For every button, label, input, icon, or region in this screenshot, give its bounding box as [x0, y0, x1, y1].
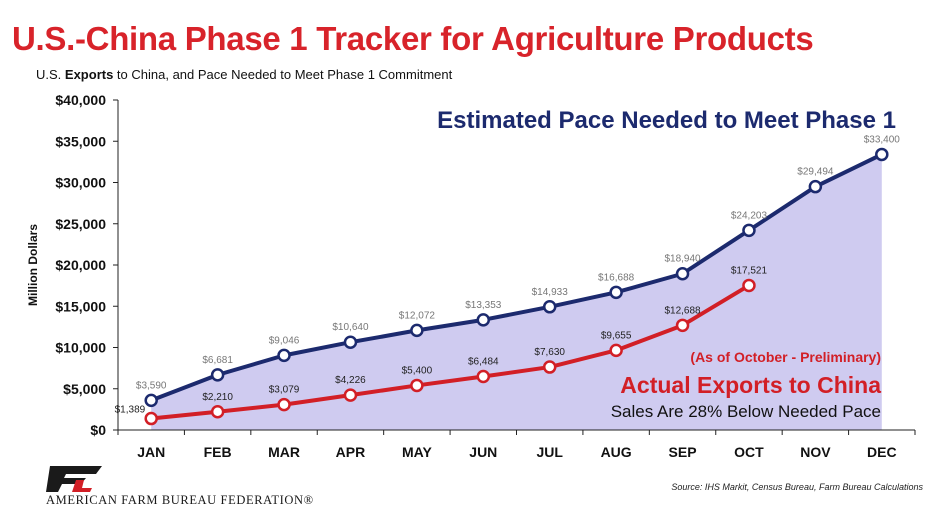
pace-point	[277, 348, 291, 363]
actual-point	[210, 405, 225, 419]
pace-data-label: $13,353	[465, 300, 502, 311]
actual-data-label: $2,210	[202, 392, 233, 403]
actual-data-label: $1,389	[115, 405, 146, 416]
actual-point	[144, 411, 158, 426]
actual-data-label: $12,688	[664, 305, 701, 316]
y-tick-label: $10,000	[55, 340, 106, 356]
y-tick-label: $0	[90, 422, 106, 438]
pace-data-label: $18,940	[664, 254, 701, 265]
pace-point	[609, 285, 623, 300]
actual-point	[609, 343, 623, 358]
subtitle-bold: Exports	[64, 67, 114, 82]
x-tick-label: FEB	[204, 444, 232, 460]
actual-data-label: $3,079	[269, 385, 300, 396]
y-tick-label: $25,000	[55, 216, 106, 232]
x-tick-label: OCT	[734, 444, 764, 460]
y-tick-label: $35,000	[55, 133, 106, 149]
pace-point	[410, 323, 424, 338]
pace-point	[675, 266, 690, 281]
actual-data-label: $17,521	[731, 265, 768, 276]
x-tick-label: APR	[336, 444, 366, 460]
line-layer	[144, 147, 889, 426]
pace-data-label: $6,681	[202, 355, 233, 366]
area-layer	[151, 154, 882, 430]
pace-point	[875, 147, 889, 162]
x-tick-label: AUG	[601, 444, 632, 460]
y-tick-label: $20,000	[55, 257, 106, 273]
y-tick-label: $30,000	[55, 175, 106, 191]
pace-point	[343, 335, 358, 349]
axis-layer: $0 $5,000 $10,000 $15,000 $20,000 $25,000 $30,…	[55, 92, 916, 460]
afbf-logo: AMERICAN FARM BUREAU FEDERATION®	[46, 464, 346, 508]
actual-data-label: $5,400	[402, 365, 433, 376]
pace-point	[210, 368, 225, 382]
pace-point	[476, 313, 491, 327]
pace-data-label: $33,400	[864, 134, 901, 145]
actual-point	[476, 369, 491, 384]
actual-data-label: $7,630	[534, 347, 565, 358]
subtitle-pre: U.S.	[36, 67, 65, 82]
x-tick-label: MAR	[268, 444, 300, 460]
pace-data-label: $24,203	[731, 210, 768, 221]
pace-data-label: $3,590	[136, 380, 167, 391]
pace-line	[150, 152, 883, 403]
pace-point	[808, 179, 823, 194]
pace-data-label: $10,640	[332, 322, 369, 333]
pace-data-label: $12,072	[399, 310, 436, 321]
pace-data-label: $9,046	[269, 335, 300, 346]
pace-area-fill	[151, 154, 882, 430]
source-note: Source: IHS Markit, Census Bureau, Farm …	[671, 482, 923, 492]
pace-point	[144, 393, 158, 408]
x-tick-label: SEP	[669, 444, 697, 460]
x-tick-label: MAY	[402, 444, 432, 460]
org-name: AMERICAN FARM BUREAU FEDERATION®	[46, 493, 314, 507]
annotation-as-of: (As of October - Preliminary)	[690, 349, 881, 365]
x-tick-label: JUN	[469, 444, 497, 460]
actual-point	[542, 360, 557, 374]
afbf-logo-mark	[46, 466, 102, 492]
y-axis-title: Million Dollars	[26, 224, 40, 306]
annotation-pace-title: Estimated Pace Needed to Meet Phase 1	[437, 107, 896, 134]
pace-data-label: $16,688	[598, 272, 635, 283]
annotation-actual-title: Actual Exports to China	[620, 372, 881, 398]
y-tick-label: $40,000	[55, 92, 106, 108]
actual-point	[277, 397, 291, 412]
label-layer: $3,590 $6,681 $9,046 $10,640 $12,072 $13,353 $…	[115, 134, 901, 415]
actual-point	[675, 318, 690, 333]
pace-point	[542, 300, 557, 314]
y-tick-label: $5,000	[63, 381, 106, 397]
chart-subtitle: U.S. Exports to China, and Pace Needed t…	[36, 67, 452, 82]
subtitle-post: to China, and Pace Needed to Meet Phase …	[113, 67, 453, 82]
pace-data-label: $14,933	[532, 287, 569, 298]
actual-point	[410, 378, 424, 393]
x-tick-label: JAN	[137, 444, 165, 460]
actual-line	[151, 283, 750, 421]
actual-data-label: $6,484	[468, 357, 499, 368]
x-tick-label: JUL	[536, 444, 563, 460]
y-tick-label: $15,000	[55, 298, 106, 314]
actual-data-label: $4,226	[335, 375, 366, 386]
pace-data-label: $29,494	[797, 167, 834, 178]
x-tick-label: NOV	[800, 444, 831, 460]
actual-point	[343, 388, 358, 402]
actual-data-label: $9,655	[601, 330, 632, 341]
x-tick-label: DEC	[867, 444, 897, 460]
actual-point	[742, 278, 756, 293]
chart-title: U.S.-China Phase 1 Tracker for Agricultu…	[12, 20, 814, 57]
pace-point	[742, 223, 756, 238]
annotation-below-pace: Sales Are 28% Below Needed Pace	[611, 402, 881, 421]
